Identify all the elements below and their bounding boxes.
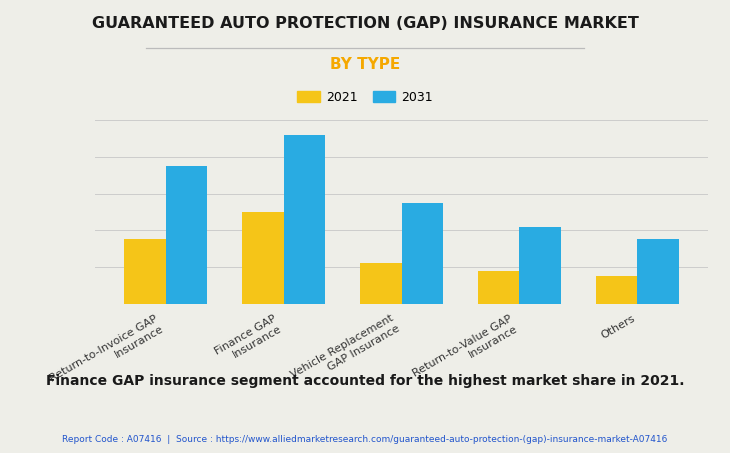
Bar — [360, 263, 402, 304]
Bar — [596, 276, 637, 304]
Text: Report Code : A07416  |  Source : https://www.alliedmarketresearch.com/guarantee: Report Code : A07416 | Source : https://… — [62, 435, 668, 444]
Bar — [402, 203, 443, 304]
Bar — [478, 270, 520, 304]
Bar — [166, 166, 207, 304]
Bar — [637, 239, 679, 304]
Bar — [242, 212, 283, 304]
Text: GUARANTEED AUTO PROTECTION (GAP) INSURANCE MARKET: GUARANTEED AUTO PROTECTION (GAP) INSURAN… — [91, 16, 639, 31]
Text: BY TYPE: BY TYPE — [330, 57, 400, 72]
Legend: 2021, 2031: 2021, 2031 — [292, 86, 438, 109]
Bar — [283, 135, 325, 304]
Text: Finance GAP insurance segment accounted for the highest market share in 2021.: Finance GAP insurance segment accounted … — [46, 374, 684, 388]
Bar — [124, 239, 166, 304]
Bar — [520, 226, 561, 304]
